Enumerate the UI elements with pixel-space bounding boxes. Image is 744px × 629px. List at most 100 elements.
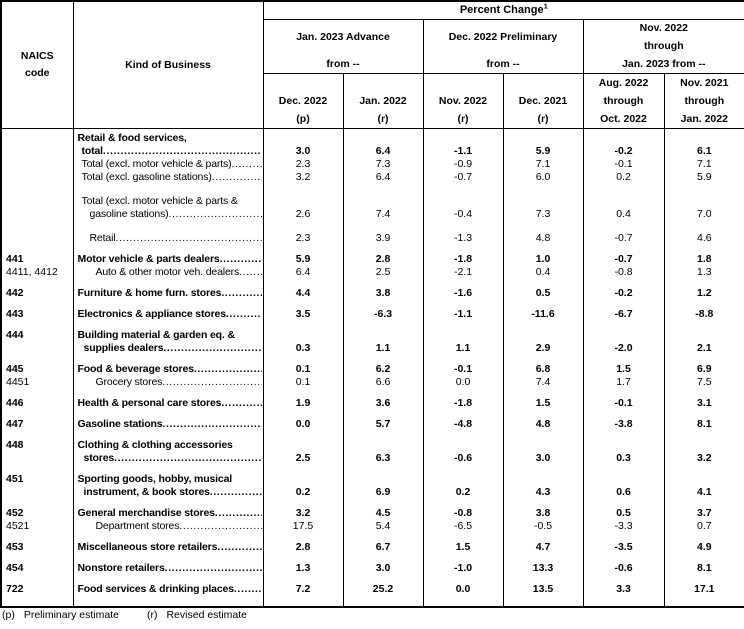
kind-of-business-cell: Furniture & home furn. stores — [72, 278, 264, 300]
business-label: total — [81, 144, 104, 157]
value-cell: 2.3 — [262, 157, 344, 171]
value-cell: 1.2 — [663, 278, 744, 300]
value-cell: 1.5 — [582, 354, 665, 376]
kind-of-business-cell: Clothing & clothing accessories stores — [72, 430, 264, 465]
value-cell: 3.5 — [262, 299, 344, 321]
value-cell: 4.9 — [663, 532, 744, 554]
value-cell: -1.1 — [422, 299, 504, 321]
value-cell: 2.5 — [342, 265, 424, 279]
business-label: Food & beverage stores — [77, 362, 194, 375]
business-label: Retail & food services, — [77, 131, 187, 144]
value-cell: -0.2 — [582, 278, 665, 300]
col-header-line: (r) — [537, 112, 549, 125]
dot-leader — [194, 363, 262, 376]
dot-leader — [162, 376, 261, 389]
value-cell: 1.5 — [502, 388, 584, 410]
naics-code-cell: 448 — [0, 430, 74, 465]
business-label: Grocery stores — [95, 375, 163, 388]
group-header-dec-2022-preliminary: Dec. 2022 Preliminary from -- — [422, 18, 584, 74]
kind-of-business-cell: Department stores — [72, 519, 264, 533]
col-header-nov-2022-r: Nov. 2022 (r) — [422, 72, 504, 129]
business-label: Sporting goods, hobby, musical — [77, 472, 233, 485]
kind-of-business-cell: Gasoline stations — [72, 409, 264, 431]
col-header-aug-2022-through-oct-2022: Aug. 2022 through Oct. 2022 — [582, 72, 665, 129]
header-row-columns: Dec. 2022 (p) Jan. 2022 (r) Nov. 2022 — [1, 72, 744, 129]
col-header-line: Dec. 2022 — [278, 94, 328, 107]
group-header-line: from -- — [486, 57, 520, 70]
value-cell: 0.5 — [582, 498, 665, 520]
footnote-text-r: Revised estimate — [166, 609, 248, 621]
value-cell: 0.4 — [582, 183, 665, 221]
value-cell: 5.4 — [342, 519, 424, 533]
value-cell: 6.1 — [663, 128, 744, 158]
value-cell: 7.3 — [342, 157, 424, 171]
value-cell: -0.8 — [582, 265, 665, 279]
value-cell: 5.9 — [262, 244, 344, 266]
table-row: Total (excl. gasoline stations) 3.26.4-0.… — [0, 170, 744, 184]
kind-of-business-cell: General merchandise stores — [72, 498, 264, 520]
dot-leader — [215, 507, 262, 520]
group-header-line: Jan. 2023 from -- — [622, 57, 706, 70]
value-cell: 3.6 — [342, 388, 424, 410]
value-cell: -0.1 — [422, 354, 504, 376]
kind-of-business-cell: Total (excl. motor vehicle & parts) — [72, 157, 264, 171]
value-cell: 3.2 — [262, 498, 344, 520]
business-label: Retail — [89, 231, 116, 244]
header-row-top: NAICS code Kind of Business Percent Chan… — [0, 0, 744, 129]
naics-code-cell: 446 — [0, 388, 74, 410]
value-cell: 3.0 — [342, 553, 424, 575]
value-cell: 0.7 — [663, 519, 744, 533]
value-cell: 7.2 — [262, 574, 344, 607]
value-cell: 4.6 — [663, 220, 744, 245]
business-label: Furniture & home furn. stores — [77, 286, 222, 299]
value-cell: -6.3 — [342, 299, 424, 321]
col-header-line: Jan. 2022 — [680, 112, 728, 125]
kind-of-business-cell: Retail & food services, total — [72, 128, 264, 158]
percent-change-label: Percent Change — [459, 4, 544, 17]
value-cell: 13.3 — [502, 553, 584, 575]
business-label: Motor vehicle & parts dealers — [77, 252, 220, 265]
col-header-line: through — [603, 94, 644, 107]
value-cell: 6.6 — [342, 375, 424, 389]
value-cell: 6.0 — [502, 170, 584, 184]
dot-leader — [115, 232, 261, 245]
value-cell: 5.7 — [342, 409, 424, 431]
col-header-line: Jan. 2022 — [359, 94, 407, 107]
value-cell: 25.2 — [342, 574, 424, 607]
value-cell: 3.0 — [502, 430, 584, 465]
footnote-key-p: (p) — [2, 609, 15, 621]
kind-of-business-cell: Food services & drinking places — [72, 574, 264, 607]
naics-code-cell: 441 — [0, 244, 74, 266]
business-label: Building material & garden eq. & — [77, 328, 236, 341]
value-cell: 0.2 — [262, 464, 344, 499]
value-cell: 0.4 — [502, 265, 584, 279]
value-cell: -0.7 — [582, 220, 665, 245]
value-cell: 3.2 — [663, 430, 744, 465]
value-cell: -0.8 — [422, 498, 504, 520]
dot-leader — [179, 520, 261, 533]
value-cell: 3.8 — [342, 278, 424, 300]
value-cell: -1.0 — [422, 553, 504, 575]
naics-code-cell: 454 — [0, 553, 74, 575]
business-label: Food services & drinking places — [77, 582, 235, 595]
dot-leader — [169, 208, 262, 221]
naics-code-cell: 452 — [0, 498, 74, 520]
group-header-line: from -- — [326, 57, 360, 70]
value-cell: 1.3 — [663, 265, 744, 279]
value-cell: 3.8 — [502, 498, 584, 520]
value-cell: 0.5 — [502, 278, 584, 300]
value-cell: 6.2 — [342, 354, 424, 376]
value-cell: 0.0 — [422, 574, 504, 607]
value-cell: 6.8 — [502, 354, 584, 376]
dot-leader — [221, 397, 261, 410]
col-header-line: Nov. 2022 — [438, 94, 488, 107]
dot-leader — [212, 171, 262, 184]
value-cell: 8.1 — [663, 553, 744, 575]
table-row: Total (excl. motor vehicle & parts)2.37.… — [0, 157, 744, 171]
